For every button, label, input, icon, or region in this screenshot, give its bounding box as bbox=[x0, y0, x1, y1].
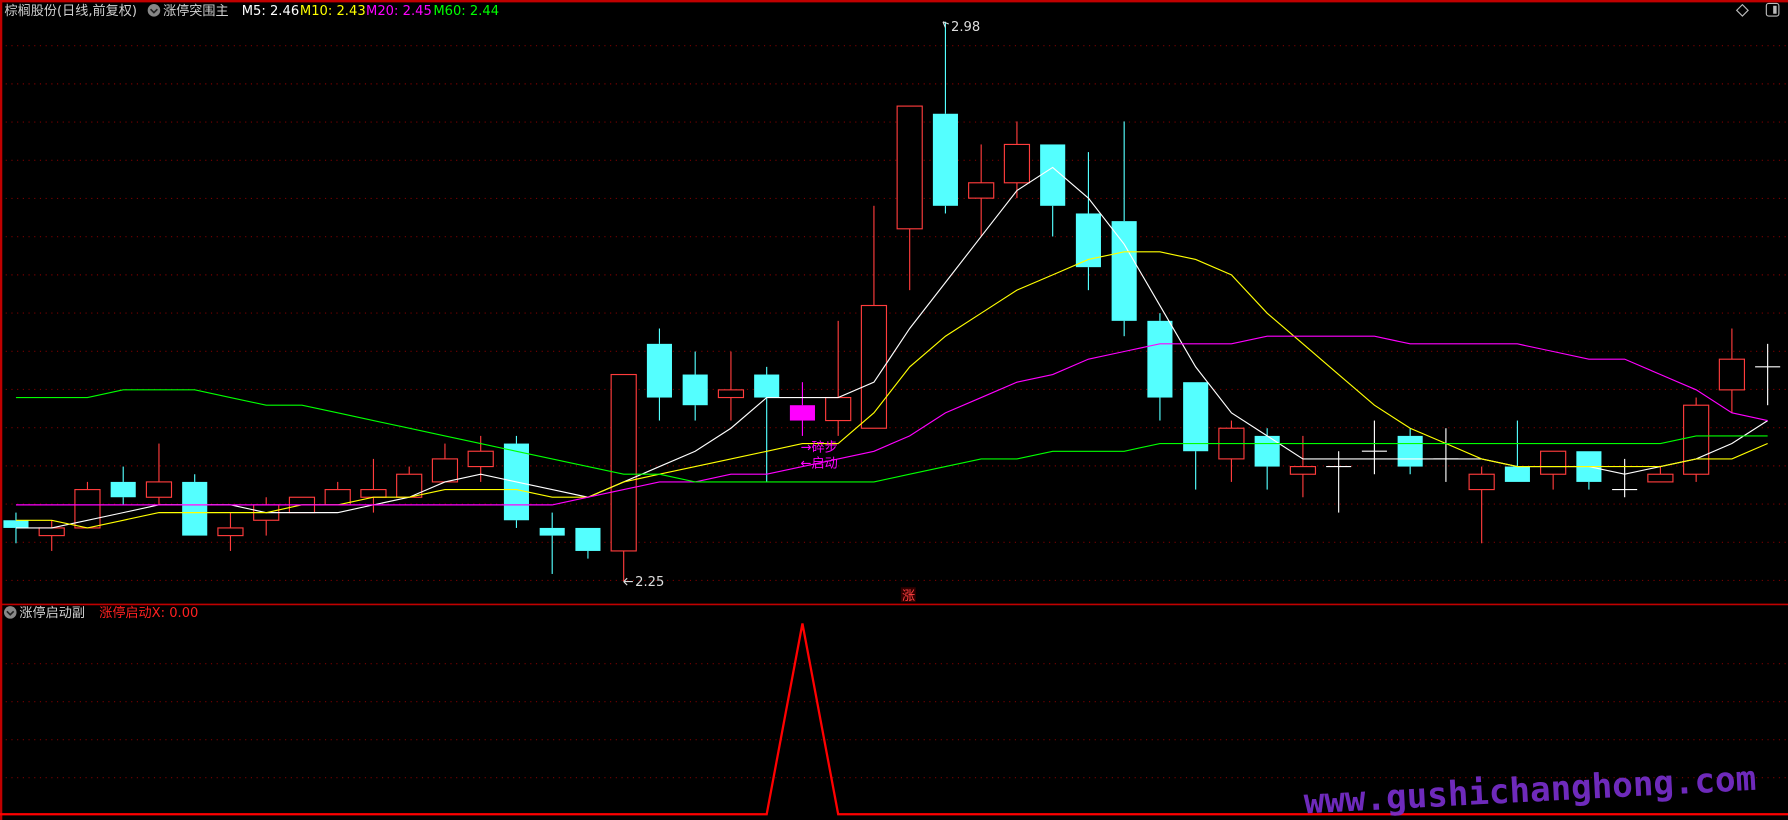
sub-indicator-value: 涨停启动X: 0.00 bbox=[99, 604, 198, 621]
candle[interactable] bbox=[1397, 428, 1423, 475]
candle[interactable] bbox=[1183, 382, 1209, 490]
candle[interactable] bbox=[3, 512, 29, 544]
candle[interactable] bbox=[789, 382, 815, 436]
candle[interactable] bbox=[1540, 450, 1567, 490]
ma-line-m5 bbox=[15, 166, 1768, 529]
panel-toggle-icon[interactable] bbox=[1765, 2, 1780, 17]
candle[interactable] bbox=[1111, 121, 1137, 337]
candle-body bbox=[110, 481, 136, 498]
diamond-icon[interactable] bbox=[1735, 3, 1749, 17]
start-label: ←启动 bbox=[800, 456, 837, 472]
candle-body bbox=[1183, 382, 1209, 452]
candle-body bbox=[610, 373, 637, 552]
candle[interactable] bbox=[396, 466, 423, 498]
candle[interactable] bbox=[610, 373, 637, 582]
candle[interactable] bbox=[1003, 121, 1031, 199]
candle-body bbox=[1718, 358, 1746, 391]
candle[interactable] bbox=[968, 144, 995, 237]
high-arrow-icon bbox=[942, 21, 949, 28]
candle-body bbox=[932, 113, 958, 206]
sub-indicator-series bbox=[0, 623, 1788, 816]
ma10-value: M10: 2.43 bbox=[300, 4, 366, 19]
candle[interactable] bbox=[1718, 328, 1746, 413]
candle[interactable] bbox=[217, 512, 244, 551]
sub-dropdown-icon[interactable] bbox=[3, 606, 17, 619]
candle[interactable] bbox=[74, 481, 101, 529]
candlestick-series bbox=[3, 21, 1781, 582]
candle-body bbox=[1468, 473, 1495, 491]
candle-body bbox=[968, 182, 995, 199]
candle-body bbox=[860, 304, 888, 429]
ma-line-m60 bbox=[15, 389, 1768, 483]
candle[interactable] bbox=[324, 481, 351, 506]
dropdown-icon[interactable] bbox=[147, 4, 161, 17]
candle-body bbox=[825, 396, 852, 422]
candle[interactable] bbox=[860, 205, 888, 429]
step-label: →碎步 bbox=[800, 440, 837, 456]
ma5-value: M5: 2.46 bbox=[242, 4, 299, 19]
candle-body bbox=[539, 527, 565, 536]
candle-body bbox=[1647, 473, 1674, 483]
candle[interactable] bbox=[717, 351, 745, 421]
candle[interactable] bbox=[1289, 435, 1317, 498]
candle[interactable] bbox=[1683, 397, 1710, 482]
candle-body bbox=[74, 489, 101, 529]
candle-body bbox=[646, 343, 672, 398]
candle-body bbox=[1147, 320, 1173, 398]
indicator-name[interactable]: 涨停突围主 bbox=[163, 2, 229, 19]
candle-body bbox=[1397, 435, 1423, 467]
candle-body bbox=[754, 374, 780, 398]
candle-body bbox=[217, 527, 244, 537]
candle-body bbox=[789, 405, 815, 421]
candle-body bbox=[431, 458, 459, 483]
candle[interactable] bbox=[1647, 466, 1674, 483]
ma60-value: M60: 2.44 bbox=[433, 4, 499, 19]
candle-body bbox=[1111, 221, 1137, 321]
candle-body bbox=[38, 527, 65, 537]
limit-up-marker: 涨 bbox=[902, 588, 915, 604]
candle[interactable] bbox=[539, 512, 565, 574]
candle-body bbox=[896, 105, 923, 230]
candle[interactable] bbox=[932, 21, 958, 214]
high-price-label: 2.98 bbox=[951, 20, 980, 35]
candle-body bbox=[145, 481, 173, 498]
candle[interactable] bbox=[182, 474, 208, 536]
candle[interactable] bbox=[467, 435, 494, 482]
candle-body bbox=[3, 520, 29, 528]
moving-average-lines bbox=[15, 166, 1768, 529]
candle[interactable] bbox=[1468, 466, 1495, 544]
candle-body bbox=[467, 450, 494, 468]
limit-up-marker-box bbox=[900, 587, 916, 603]
candle[interactable] bbox=[1361, 420, 1387, 475]
candle-body bbox=[717, 389, 745, 399]
candle-body bbox=[1504, 466, 1530, 482]
ma-line-m20 bbox=[15, 335, 1768, 506]
candle[interactable] bbox=[754, 366, 780, 482]
candle[interactable] bbox=[1755, 343, 1781, 406]
candle[interactable] bbox=[1147, 313, 1173, 421]
sub-indicator-name[interactable]: 涨停启动副 bbox=[19, 604, 85, 621]
candle-body bbox=[360, 489, 387, 498]
ma20-value: M20: 2.45 bbox=[366, 4, 432, 19]
stock-title: 棕榈股份(日线,前复权) bbox=[5, 2, 137, 19]
low-price-label: 2.25 bbox=[635, 575, 664, 590]
candle-body bbox=[682, 374, 708, 406]
candle-body bbox=[1540, 450, 1567, 475]
low-arrow-icon bbox=[623, 577, 633, 586]
candle[interactable] bbox=[145, 443, 173, 505]
candle-body bbox=[1254, 435, 1280, 467]
signal-line bbox=[0, 623, 1788, 816]
candle[interactable] bbox=[575, 527, 601, 559]
candle[interactable] bbox=[682, 351, 708, 421]
candle-body bbox=[1289, 465, 1317, 475]
candle-body bbox=[1683, 404, 1710, 475]
candle[interactable] bbox=[110, 466, 136, 505]
candle-body bbox=[575, 527, 601, 551]
candle-body bbox=[1003, 143, 1031, 184]
candle-body bbox=[182, 481, 208, 536]
candle[interactable] bbox=[646, 328, 672, 421]
candle[interactable] bbox=[896, 105, 923, 291]
